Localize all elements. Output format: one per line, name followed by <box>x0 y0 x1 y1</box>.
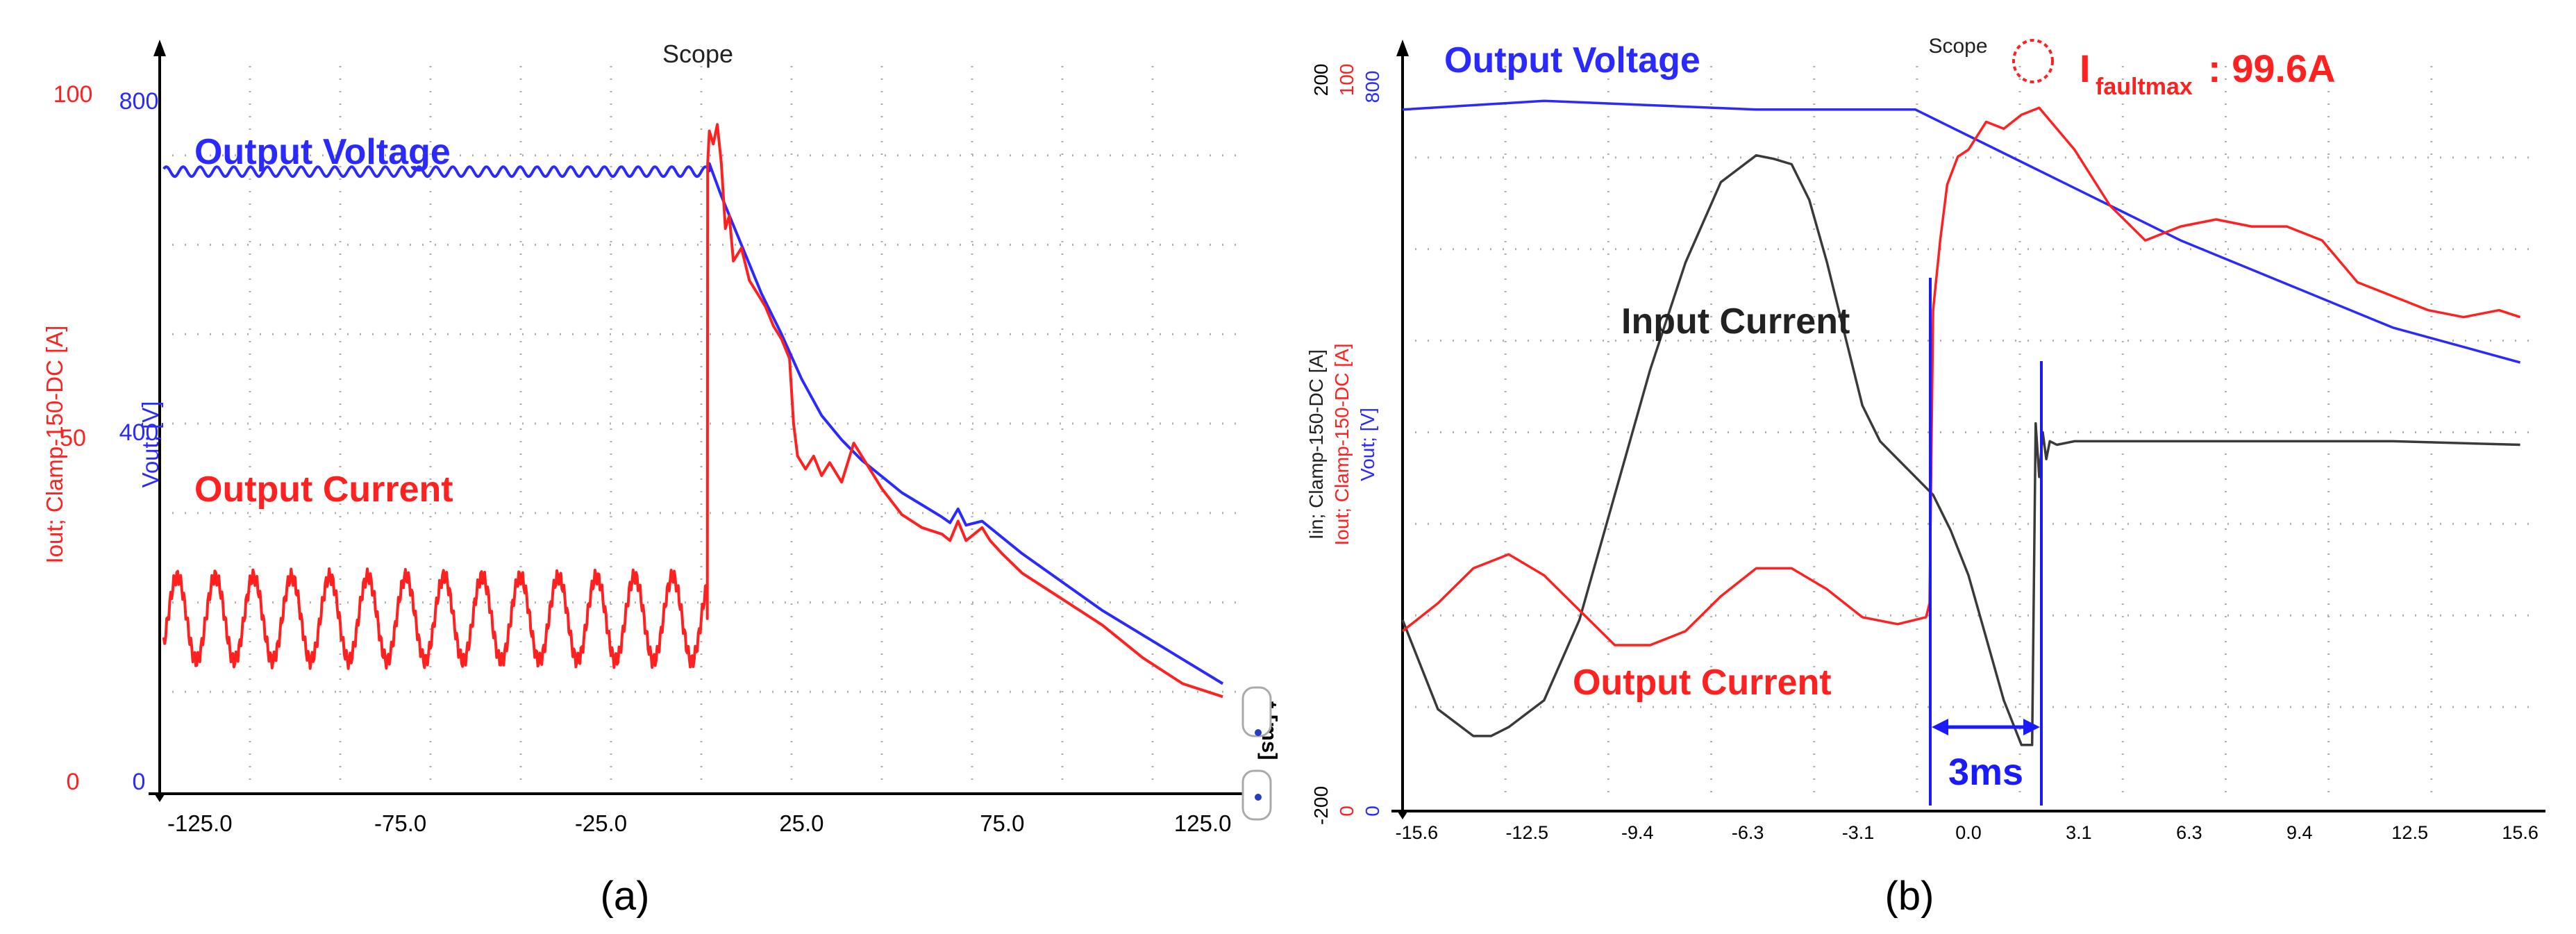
panel-a-x-tick-label: -25.0 <box>575 810 627 836</box>
panel-b-x-tick-label: -15.6 <box>1396 822 1439 843</box>
panel-a-ticks: -125.0 -75.0 -25.0 25.0 75.0 125.0 100 50 0 800 40… <box>53 81 1232 836</box>
panel-b-voltage-tick-label: 0 <box>1362 806 1383 817</box>
panel-b-title: Scope <box>1928 35 1987 58</box>
panel-b-series <box>1401 99 2521 747</box>
panel-b-label: (b) <box>1885 874 1934 919</box>
panel-b-current-annotation: Output Current <box>1573 662 1832 703</box>
panel-a-axes <box>149 40 1254 802</box>
panel-a-current-tick-label: 0 <box>67 769 80 795</box>
panel-b-y-axis-arrow <box>1396 40 1409 56</box>
panel-b-output-voltage-line <box>1402 99 2521 364</box>
panel-a-voltage-annotation: Output Voltage <box>194 132 451 172</box>
panel-b-x-tick-label: 6.3 <box>2176 822 2202 843</box>
panel-b-input-annotation: Input Current <box>1621 301 1850 342</box>
panel-b-x-tick-label: -12.5 <box>1506 822 1549 843</box>
panel-b-fault-symbol: I <box>2080 47 2091 90</box>
panel-b-x-tick-label: -3.1 <box>1842 822 1875 843</box>
panel-a-series <box>162 123 1224 699</box>
panel-b-ticks: -15.6 -12.5 -9.4 -6.3 -3.1 0.0 3.1 6.3 9.4 12.5 15… <box>1310 64 2539 843</box>
panel-b-current-tick-label: 100 <box>1336 64 1357 97</box>
panel-b-axes <box>1391 40 2545 819</box>
panel-b-voltage-annotation: Output Voltage <box>1444 40 1700 81</box>
panel-a-voltage-tick-label: 0 <box>133 769 146 795</box>
panel-b-grid <box>1403 66 2534 799</box>
panel-a-label: (a) <box>601 874 650 919</box>
panel-b-x-tick-label: 3.1 <box>2066 822 2092 843</box>
panel-a-voltage-tick-label: 400 <box>119 419 159 446</box>
panel-a-y-axis-arrow <box>153 40 166 56</box>
panel-b-input-ylabel: Iin; Clamp-150-DC [A] <box>1305 349 1327 540</box>
panel-b-x-tick-label: 12.5 <box>2391 822 2428 843</box>
panel-b-output-current-line <box>1401 106 2521 647</box>
panel-b-current-tick-label: 0 <box>1336 806 1357 817</box>
panel-a-scroll-widget[interactable] <box>1241 686 1272 821</box>
panel-b-x-tick-label: 9.4 <box>2286 822 2313 843</box>
panel-a-x-tick-label: 75.0 <box>980 810 1024 836</box>
panel-a-current-ylabel: Iout; Clamp-150-DC [A] <box>42 326 67 564</box>
panel-b-x-tick-label: 15.6 <box>2502 822 2539 843</box>
panel-b-fault-annotation: I faultmax : 99.6A <box>2080 47 2336 100</box>
panel-a-x-tick-label: 25.0 <box>779 810 823 836</box>
panel-b-input-current-line <box>1401 153 2520 747</box>
panel-b-y-axis-tail <box>1396 810 1409 819</box>
panel-b-input-tick-label: 200 <box>1310 64 1332 97</box>
panel-a-current-tick-label: 50 <box>60 425 86 451</box>
panel-a-voltage-ylabel: Vout; [V] <box>137 401 163 488</box>
panel-b-x-tick-label: -6.3 <box>1732 822 1764 843</box>
panel-b-peak-marker <box>2012 39 2054 83</box>
panel-a-x-tick-label: -75.0 <box>374 810 426 836</box>
panel-a-x-tick-label: -125.0 <box>167 810 233 836</box>
panel-a-current-annotation: Output Current <box>194 469 453 510</box>
panel-a: Scope Output Voltage Output Current Iout… <box>42 40 1282 919</box>
panel-a-title: Scope <box>662 40 733 68</box>
panel-b-fault-value: : 99.6A <box>2208 47 2336 90</box>
panel-a-voltage-tick-label: 800 <box>119 88 159 115</box>
panel-b: Scope Output Voltage Input Current Outpu… <box>1305 35 2545 919</box>
panel-b-input-tick-label: -200 <box>1310 786 1332 825</box>
panel-b-voltage-tick-label: 800 <box>1362 71 1383 103</box>
panel-a-output-current-line <box>162 123 1223 699</box>
panel-a-x-tick-label: 125.0 <box>1174 810 1232 836</box>
panel-b-x-tick-label: -9.4 <box>1621 822 1654 843</box>
panel-b-duration-label: 3ms <box>1948 751 2023 793</box>
panel-b-current-ylabel: Iout; Clamp-150-DC [A] <box>1331 344 1353 546</box>
panel-a-current-tick-label: 100 <box>53 81 93 108</box>
panel-b-duration-marker: 3ms <box>1929 278 2043 806</box>
panel-b-x-tick-label: 0.0 <box>1955 822 1982 843</box>
panel-b-fault-subscript: faultmax <box>2096 74 2193 100</box>
panel-b-voltage-ylabel: Vout; [V] <box>1357 408 1378 481</box>
panel-a-y-axis-tail <box>153 792 166 802</box>
panel-a-output-voltage-line <box>162 162 1224 685</box>
